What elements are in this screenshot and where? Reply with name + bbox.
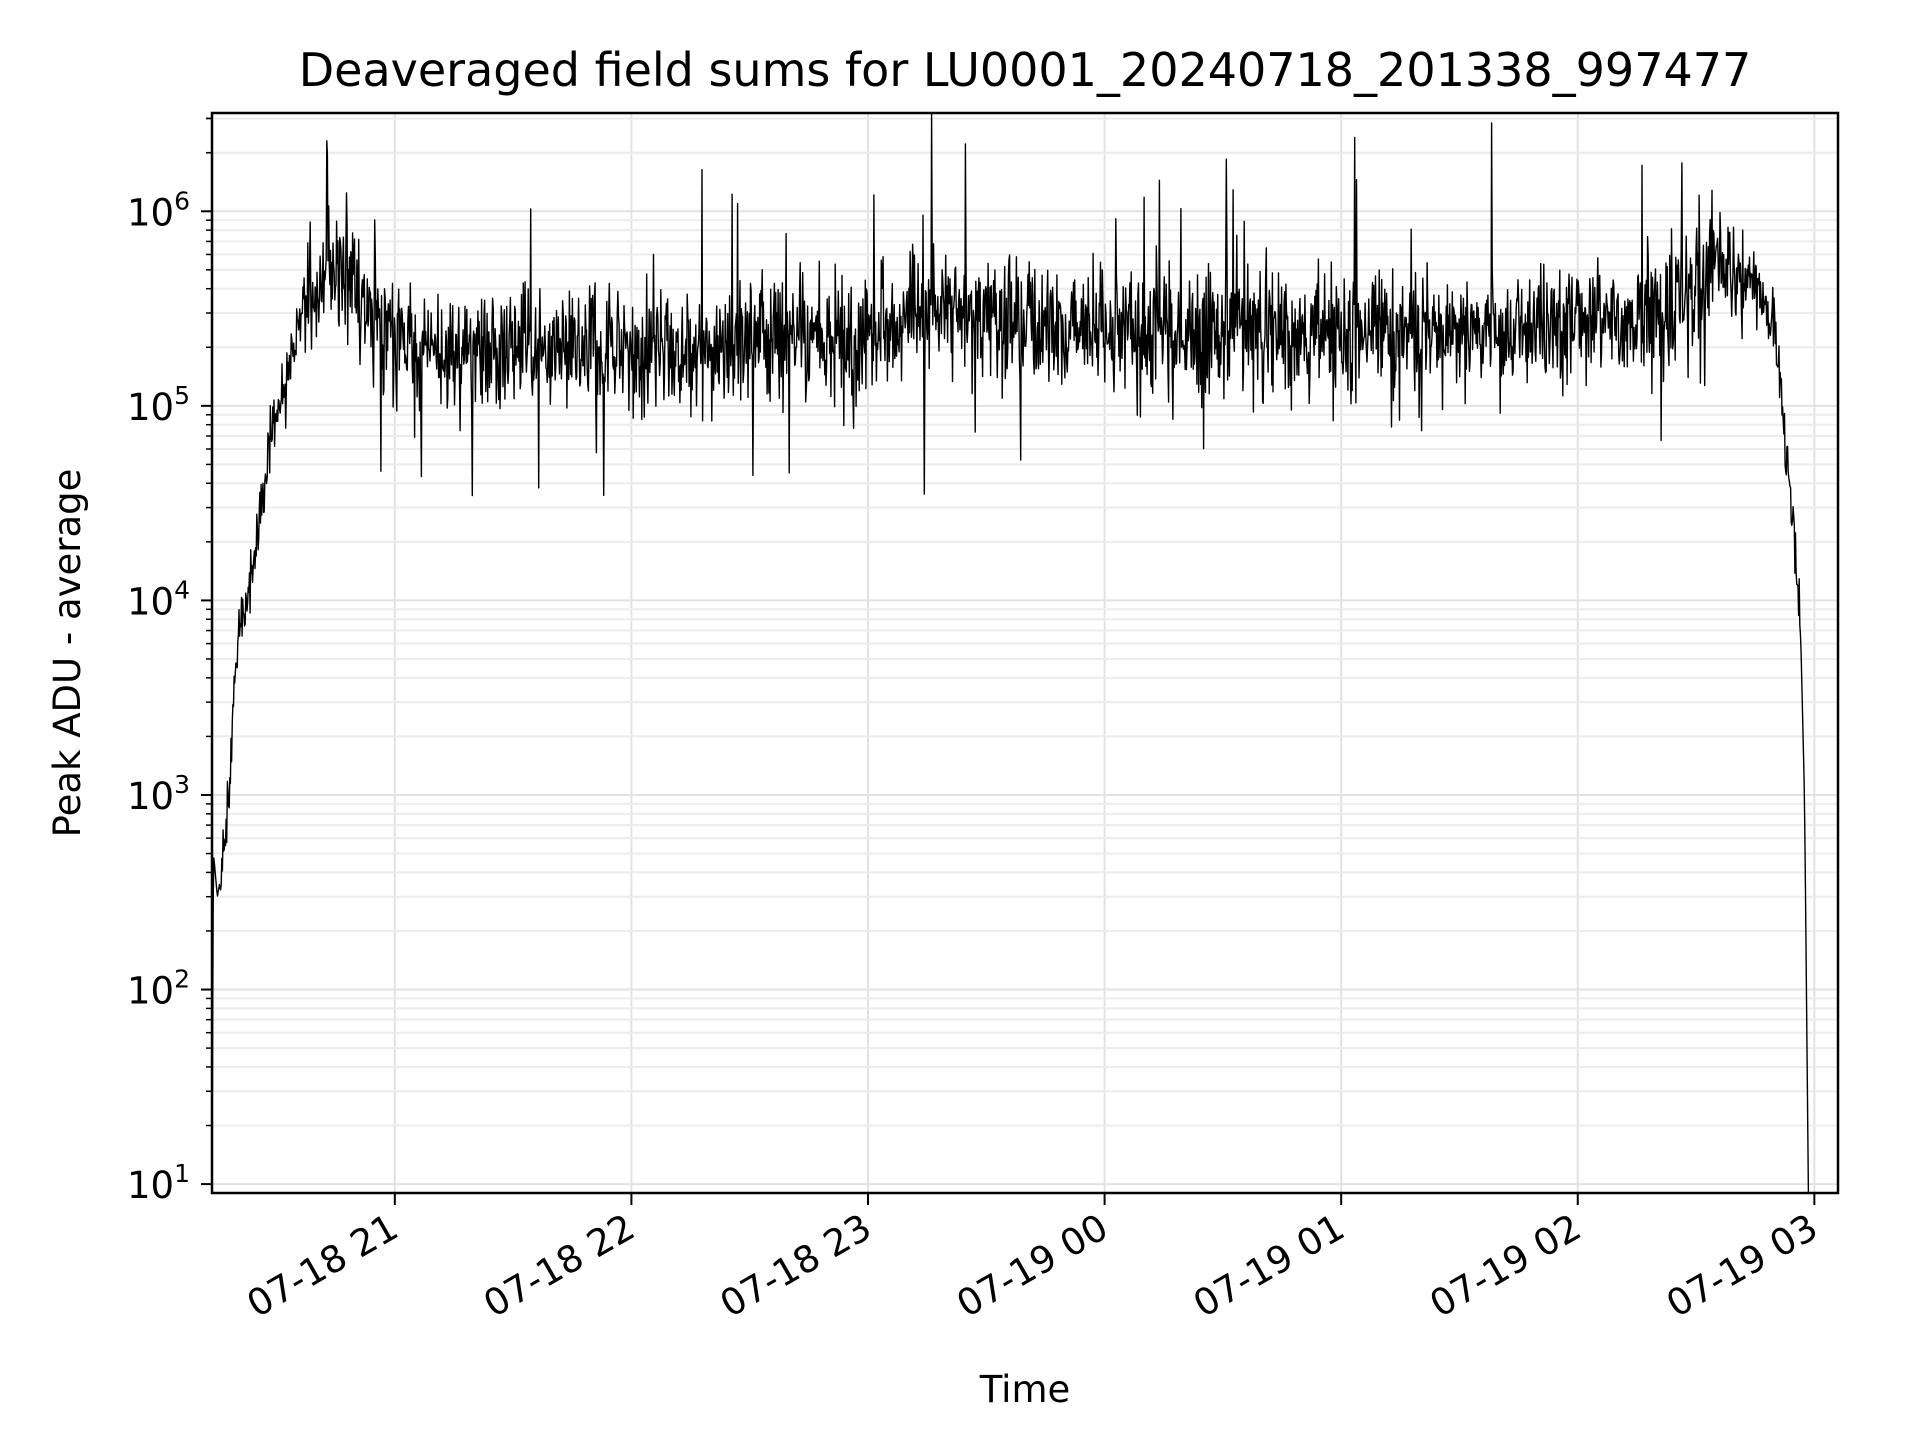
x-axis-label: Time — [979, 1368, 1071, 1411]
grid — [212, 113, 1838, 1193]
series-line-0 — [211, 113, 1810, 1194]
x-tick-label: 07-19 03 — [1659, 1206, 1825, 1326]
y-axis-label: Peak ADU - average — [46, 469, 89, 838]
y-tick-exponent: 3 — [174, 770, 190, 799]
x-tick-label: 07-19 00 — [950, 1206, 1116, 1326]
y-tick-label: 102 — [127, 965, 190, 1013]
y-tick-base: 10 — [127, 580, 174, 623]
y-tick-exponent: 4 — [174, 575, 190, 604]
chart-title: Deaveraged field sums for LU0001_2024071… — [299, 43, 1752, 97]
y-tick-base: 10 — [127, 775, 174, 818]
x-tick-label: 07-18 21 — [240, 1206, 406, 1326]
y-tick-label: 105 — [127, 381, 190, 429]
x-tick-label: 07-19 01 — [1186, 1206, 1352, 1326]
y-tick-exponent: 2 — [174, 965, 190, 994]
y-tick-label: 101 — [127, 1159, 190, 1207]
x-tick-label: 07-18 23 — [713, 1206, 879, 1326]
y-tick-exponent: 6 — [174, 186, 190, 215]
y-tick-exponent: 1 — [174, 1159, 190, 1188]
plot-frame — [210, 111, 1840, 1195]
x-tick-label: 07-18 22 — [476, 1206, 642, 1326]
y-tick-label: 104 — [127, 575, 190, 623]
y-tick-base: 10 — [127, 970, 174, 1013]
y-tick-label: 103 — [127, 770, 190, 818]
y-tick-base: 10 — [127, 1164, 174, 1207]
y-tick-base: 10 — [127, 191, 174, 234]
series-layer — [211, 113, 1810, 1194]
y-tick-exponent: 5 — [174, 381, 190, 410]
x-tick-label: 07-19 02 — [1423, 1206, 1589, 1326]
y-tick-base: 10 — [127, 386, 174, 429]
y-tick-label: 106 — [127, 186, 190, 234]
